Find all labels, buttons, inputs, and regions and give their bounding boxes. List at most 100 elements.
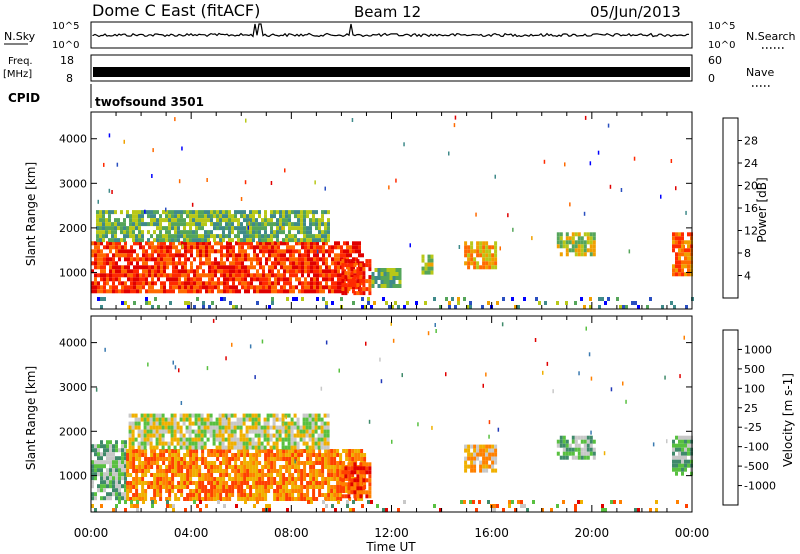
scatter-point <box>494 174 496 179</box>
echo-cell-8 <box>295 297 298 301</box>
echo-cell-0 <box>241 285 244 290</box>
echo-cell-1 <box>261 465 265 469</box>
echo-cell-0 <box>265 289 268 294</box>
echo-cell-7 <box>684 256 687 261</box>
echo-cell-4 <box>491 452 495 457</box>
echo-cell-1 <box>183 238 186 243</box>
echo-cell-1 <box>210 449 214 453</box>
echo-cell-5 <box>571 451 575 456</box>
echo-cell-0 <box>307 249 310 254</box>
echo-cell-1 <box>156 473 160 477</box>
echo-cell-2 <box>245 429 249 434</box>
echo-cell-5 <box>491 261 495 266</box>
echo-cell-1 <box>183 210 186 215</box>
echo-cell-1 <box>210 218 213 223</box>
echo-cell-0 <box>151 241 154 246</box>
echo-cell-1 <box>336 485 340 489</box>
echo-cell-1 <box>303 230 306 235</box>
echo-cell-2 <box>362 279 366 284</box>
scatter-point <box>239 419 242 424</box>
echo-cell-5 <box>464 253 468 258</box>
echo-cell-0 <box>94 472 97 477</box>
echo-cell-1 <box>345 457 349 461</box>
echo-cell-1 <box>177 469 181 473</box>
echo-cell-1 <box>243 234 246 239</box>
echo-cell-0 <box>100 484 103 489</box>
echo-cell-1 <box>183 222 186 227</box>
echo-cell-1 <box>288 481 292 485</box>
echo-cell-1 <box>168 238 171 243</box>
echo-cell-2 <box>188 429 192 434</box>
echo-cell-1 <box>228 489 232 493</box>
echo-cell-0 <box>316 241 319 246</box>
echo-cell-1 <box>99 238 102 243</box>
echo-cell-2 <box>248 437 252 442</box>
echo-cell-2 <box>248 417 252 422</box>
echo-cell-0 <box>196 289 199 294</box>
echo-cell-7 <box>493 504 496 508</box>
echo-cell-1 <box>156 238 159 243</box>
echo-cell-1 <box>324 210 327 215</box>
echo-cell-0 <box>97 241 100 246</box>
echo-cell-1 <box>195 218 198 223</box>
echo-cell-0 <box>322 289 325 294</box>
echo-cell-1 <box>192 210 195 215</box>
echo-cell-0 <box>220 249 223 254</box>
echo-cell-0 <box>196 253 199 258</box>
scatter-point <box>589 161 592 166</box>
echo-cell-0 <box>94 245 97 250</box>
echo-cell-0 <box>298 261 301 266</box>
echo-cell-1 <box>285 218 288 223</box>
echo-cell-1 <box>252 473 256 477</box>
echo-cell-1 <box>192 473 196 477</box>
echo-cell-1 <box>243 453 247 457</box>
echo-cell-1 <box>153 473 157 477</box>
colorbar-frame <box>722 117 739 299</box>
echo-cell-0 <box>163 289 166 294</box>
echo-cell-3 <box>344 466 348 471</box>
echo-cell-3 <box>341 494 345 499</box>
echo-cell-2 <box>317 445 321 450</box>
echo-cell-8 <box>556 301 559 305</box>
echo-cell-0 <box>136 241 139 246</box>
echo-cell-1 <box>252 485 256 489</box>
echo-cell-0 <box>109 472 112 477</box>
echo-cell-0 <box>103 281 106 286</box>
echo-cell-0 <box>322 269 325 274</box>
echo-cell-0 <box>250 257 253 262</box>
echo-cell-2 <box>317 437 321 442</box>
echo-cell-0 <box>109 448 112 453</box>
echo-cell-2 <box>368 259 372 264</box>
echo-cell-1 <box>333 453 337 457</box>
echo-cell-2 <box>203 445 207 450</box>
echo-cell-6 <box>592 248 596 253</box>
echo-cell-0 <box>208 249 211 254</box>
echo-cell-0 <box>313 269 316 274</box>
echo-cell-5 <box>476 265 480 270</box>
echo-cell-1 <box>309 465 313 469</box>
echo-cell-2 <box>344 259 348 264</box>
echo-cell-0 <box>292 253 295 258</box>
echo-cell-0 <box>238 245 241 250</box>
echo-cell-0 <box>121 440 124 445</box>
echo-cell-1 <box>138 230 141 235</box>
echo-cell-4 <box>470 452 474 457</box>
echo-cell-1 <box>255 457 259 461</box>
echo-cell-1 <box>288 222 291 227</box>
echo-cell-0 <box>106 472 109 477</box>
echo-cell-0 <box>106 253 109 258</box>
echo-cell-0 <box>118 492 121 497</box>
echo-cell-1 <box>249 469 253 473</box>
echo-cell-1 <box>174 497 178 501</box>
echo-cell-0 <box>136 273 139 278</box>
echo-cell-1 <box>213 461 217 465</box>
echo-cell-1 <box>189 473 193 477</box>
echo-cell-5 <box>476 261 480 266</box>
echo-cell-0 <box>289 285 292 290</box>
echo-cell-2 <box>131 413 135 418</box>
echo-cell-1 <box>201 214 204 219</box>
echo-cell-8 <box>388 305 391 309</box>
echo-cell-3 <box>365 490 369 495</box>
echo-cell-0 <box>256 285 259 290</box>
echo-cell-1 <box>150 457 154 461</box>
